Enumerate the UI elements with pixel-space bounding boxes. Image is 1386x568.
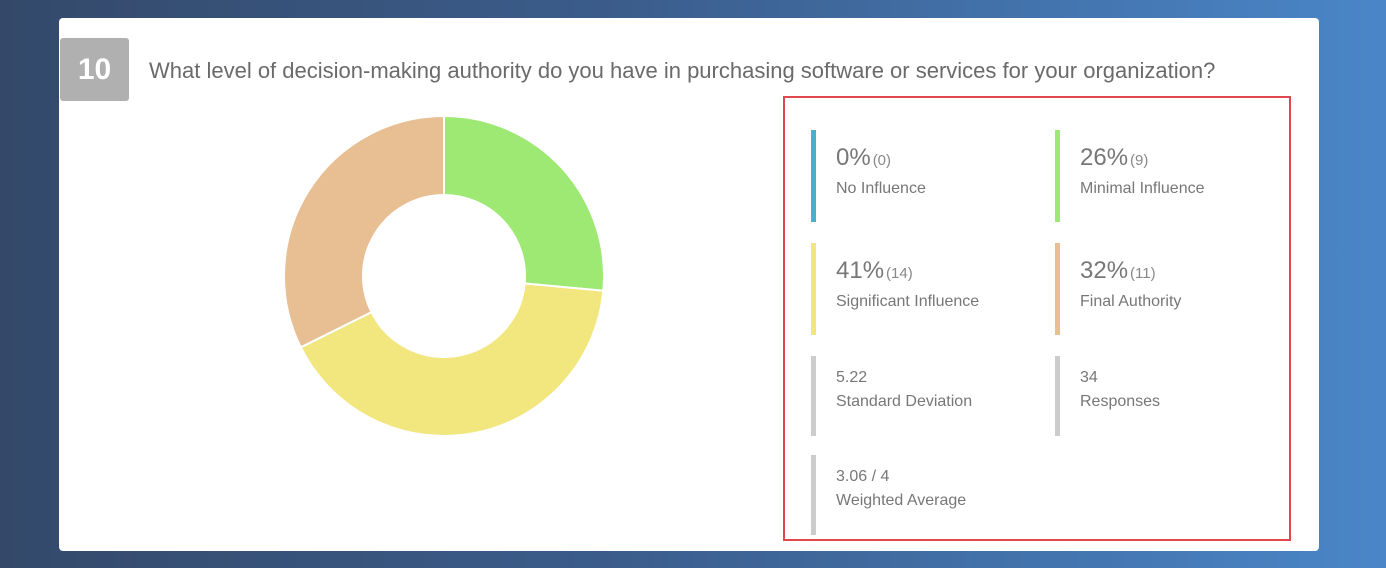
stat-color-bar [1055, 243, 1060, 335]
stat-label: Significant Influence [836, 293, 980, 310]
stat-minimal-influence: 26% (9) Minimal Influence [1055, 130, 1275, 222]
stat-color-bar [811, 243, 816, 335]
stat-final-authority: 32% (11) Final Authority [1055, 243, 1275, 335]
donut-slice-final-authority[interactable] [283, 114, 445, 349]
stat-label: No Influence [836, 180, 926, 197]
stat-significant-influence: 41% (14) Significant Influence [811, 243, 1031, 335]
stat-percent: 0% (0) [836, 144, 892, 171]
donut-slice-minimal-influence[interactable] [443, 114, 605, 292]
stat-color-bar [811, 455, 816, 535]
stat-label: Minimal Influence [1080, 180, 1205, 197]
stat-value: 5.22 [836, 369, 868, 386]
stat-percent: 41% (14) [836, 257, 913, 284]
donut-slice-significant-influence[interactable] [299, 282, 605, 437]
stat-percent: 26% (9) [1080, 144, 1149, 171]
stat-color-bar [811, 356, 816, 436]
stat-label: Responses [1080, 393, 1161, 410]
question-number: 10 [60, 38, 129, 101]
question-card: 10 What level of decision-making authori… [59, 18, 1319, 551]
stat-percent: 32% (11) [1080, 257, 1156, 284]
stat-label: Final Authority [1080, 293, 1182, 310]
stat-color-bar [811, 130, 816, 222]
stat-label: Standard Deviation [836, 393, 973, 410]
stat-value: 34 [1080, 369, 1098, 386]
donut-chart [283, 114, 605, 437]
stats-panel: 0% (0) No Influence 26% (9) Minimal Influe… [783, 96, 1291, 541]
stat-value: 3.06 / 4 [836, 468, 890, 485]
stat-standard-deviation: 5.22 Standard Deviation [811, 356, 1031, 436]
stat-no-influence: 0% (0) No Influence [811, 130, 1031, 222]
stat-weighted-average: 3.06 / 4 Weighted Average [811, 455, 1031, 535]
question-text: What level of decision-making authority … [149, 58, 1216, 83]
stat-responses: 34 Responses [1055, 356, 1275, 436]
stat-label: Weighted Average [836, 492, 967, 509]
stat-color-bar [1055, 356, 1060, 436]
stat-color-bar [1055, 130, 1060, 222]
